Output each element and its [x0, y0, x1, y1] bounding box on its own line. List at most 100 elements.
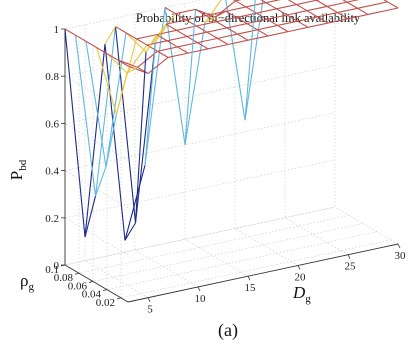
- x-tick-label: 30: [395, 250, 407, 262]
- surface-edge-y: [266, 18, 278, 26]
- x-tick-label: 15: [245, 282, 257, 294]
- surface-edge-y: [225, 10, 237, 18]
- surface-edge-x: [246, 18, 268, 25]
- surface-edge-y: [246, 23, 258, 31]
- surface-edge-x: [165, 19, 187, 25]
- surface-edge-y: [297, 20, 309, 28]
- x-tick-mark: [297, 265, 301, 270]
- x-gridline: [134, 13, 199, 288]
- surface-edge-y: [166, 40, 178, 48]
- surface-edge-y: [146, 44, 158, 52]
- surface-edge-x: [256, 8, 277, 14]
- surface-edge-x: [227, 39, 249, 46]
- surface-edge-x: [117, 59, 138, 68]
- surface-edge-y: [115, 72, 128, 115]
- surface-edge-x: [177, 42, 198, 48]
- surface-edge-x: [104, 43, 126, 241]
- surface-edge-x: [207, 43, 229, 50]
- surface-edge-x: [216, 16, 237, 23]
- x-axis-line: [127, 243, 399, 303]
- surface-edge-x: [147, 56, 169, 74]
- surface-edge-y: [233, 0, 236, 2]
- surface-edge-x: [267, 31, 289, 37]
- grid-layer: [64, 0, 399, 303]
- surface-edge-x: [226, 23, 248, 29]
- y-tick-mark: [116, 297, 122, 300]
- surface-edge-y: [260, 0, 267, 4]
- surface-edge-x: [326, 1, 348, 7]
- surface-edge-x: [265, 0, 282, 4]
- surface-edge-y: [155, 23, 167, 42]
- surface-edge-y: [94, 166, 107, 197]
- surface-mesh: [64, 0, 399, 241]
- surface-edge-x: [124, 165, 146, 241]
- surface-edge-x: [176, 25, 197, 31]
- y-axis-label: ρg: [20, 271, 34, 293]
- surface-edge-x: [217, 33, 238, 39]
- z-tick-label: 0: [54, 260, 60, 272]
- surface-edge-x: [327, 18, 349, 24]
- surface-edge-x: [307, 22, 329, 28]
- surface-edge-y: [287, 0, 297, 6]
- surface-edge-x: [237, 29, 258, 35]
- surface-edge-x: [367, 7, 399, 15]
- y-tick-mark: [88, 281, 94, 283]
- surface-edge-x: [286, 10, 308, 16]
- x-tick-mark: [197, 286, 201, 292]
- surface-edge-x: [206, 27, 228, 33]
- surface-edge-y: [306, 10, 318, 18]
- y-tick-label: 0.04: [82, 289, 102, 301]
- z-gridline: [64, 159, 336, 256]
- surface-edge-x: [347, 13, 369, 20]
- surface-edge-x: [225, 0, 246, 121]
- surface-edge-x: [266, 14, 288, 20]
- surface-edge-y: [296, 4, 308, 12]
- x-axis-label: Dg: [292, 283, 311, 305]
- surface-edge-x: [64, 28, 86, 238]
- surface-edge-x: [346, 0, 360, 3]
- surface-edge-y: [64, 28, 76, 36]
- y-gridline: [106, 53, 378, 291]
- surface-edge-x: [245, 2, 267, 8]
- surface-edge-y: [383, 0, 388, 3]
- surface-edge-y: [126, 66, 138, 74]
- surface-edge-y: [186, 36, 198, 44]
- surface-edge-y: [256, 12, 268, 20]
- surface-edge-x: [175, 8, 196, 15]
- surface-edge-y: [84, 195, 97, 238]
- svg-text:Dg: Dg: [292, 283, 311, 305]
- x-gridline: [234, 0, 299, 266]
- surface-edge-x: [197, 37, 218, 44]
- surface-edge-y: [136, 38, 148, 46]
- surface-edge-x: [106, 53, 128, 74]
- x-tick-mark: [147, 297, 151, 302]
- surface-edge-x: [186, 31, 208, 38]
- surface-edge-y: [346, 1, 358, 9]
- surface-edge-x: [74, 35, 97, 197]
- surface-edge-x: [225, 6, 247, 12]
- z-axis-label-sub: bd: [17, 159, 29, 171]
- z-tick-label: 0.4: [45, 166, 59, 178]
- x-axis-label-main: D: [292, 283, 306, 302]
- x-tick-label: 20: [295, 271, 307, 283]
- surface-edge-y: [117, 59, 129, 67]
- surface-edge-x: [166, 35, 188, 42]
- y-axis-label-sub: g: [28, 281, 34, 293]
- surface-edge-y: [235, 0, 247, 8]
- surface-edge-y: [157, 50, 169, 58]
- y-tick-mark: [74, 272, 80, 275]
- z-axis-label-main: P: [7, 171, 26, 180]
- surface-edge-y: [216, 21, 228, 29]
- surface-edge-y: [85, 40, 97, 48]
- surface-edge-y: [342, 0, 348, 3]
- surface-edge-x: [205, 10, 227, 17]
- surface-edge-y: [197, 42, 209, 50]
- z-gridline: [64, 17, 336, 114]
- surface-edge-y: [144, 41, 157, 166]
- x-axis-label-sub: g: [305, 293, 311, 305]
- surface-edge-y: [206, 31, 218, 39]
- x-gridline: [284, 0, 349, 255]
- surface-edge-x: [204, 0, 222, 23]
